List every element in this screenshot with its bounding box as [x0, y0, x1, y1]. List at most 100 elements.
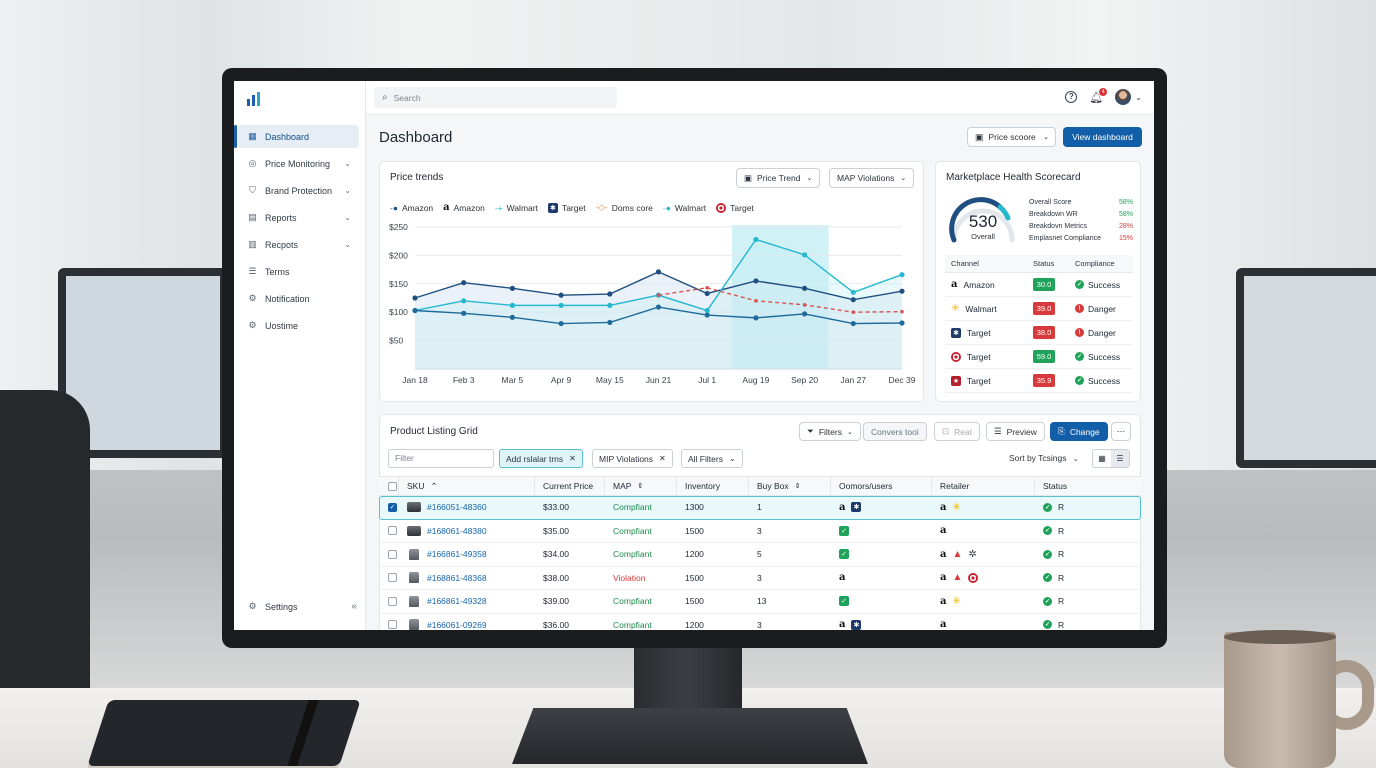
convers-tool-button[interactable]: Convers tooi	[863, 422, 927, 441]
sidebar-item-dashboard[interactable]: ▦ Dashboard	[234, 125, 359, 148]
change-button[interactable]: ⎘ Change	[1050, 422, 1108, 441]
column-header-label: Inventory	[685, 481, 720, 491]
walmart-icon: ✳	[952, 595, 961, 607]
price-cell: $36.00	[543, 619, 569, 630]
table-row[interactable]: #166061-09269 $36.00 Compfiant 1200 3 a ✱…	[379, 614, 1141, 630]
status-badge: 39.0	[1033, 302, 1055, 315]
channel-table-header: Channel Status Compliance	[945, 255, 1133, 273]
column-header-price[interactable]: Current Price	[535, 477, 605, 495]
sidebar-item-uostime[interactable]: ⚙ Uostime	[237, 314, 359, 337]
table-row[interactable]: #168061-48380 $35.00 Compfiant 1500 3 ✓ …	[379, 520, 1141, 543]
sidebar-item-terms[interactable]: ☰ Terms	[237, 260, 359, 283]
price-trend-dropdown[interactable]: ▣ Price Trend ⌄	[736, 168, 821, 188]
row-checkbox[interactable]	[388, 549, 397, 559]
overall-score-value: 530	[968, 212, 998, 231]
filter-chip[interactable]: Add rslalar trns ✕	[499, 449, 583, 468]
filters-dropdown[interactable]: ⏷ Filters ⌄	[799, 422, 861, 441]
column-header-map[interactable]: MAP ⇕	[605, 477, 677, 495]
column-header-retailer[interactable]: Retailer	[932, 477, 1035, 495]
sku-link[interactable]: #168861-48368	[427, 572, 487, 583]
sort-dropdown[interactable]: Sort by Tcsings ⌄	[1009, 453, 1079, 463]
close-icon[interactable]: ✕	[569, 454, 576, 463]
help-icon[interactable]: ?	[1065, 91, 1078, 103]
sku-link[interactable]: #168061-48380	[427, 525, 487, 536]
status-badge: 35.9	[1033, 374, 1055, 387]
channel-row[interactable]: Target 59.0 ✓ Success	[945, 345, 1133, 369]
sidebar-item-brand-protection[interactable]: ⛉ Brand Protection ⌄	[237, 179, 359, 202]
chevron-down-icon[interactable]: ⌄	[1135, 92, 1142, 102]
sku-link[interactable]: #166861-49358	[427, 549, 487, 560]
legend-item[interactable]: -● Amazon	[390, 202, 433, 213]
compliance-text: Success	[1088, 351, 1121, 362]
calendar-icon: ▣	[744, 172, 753, 183]
map-violations-dropdown[interactable]: MAP Violations ⌄	[829, 168, 915, 188]
bell-icon[interactable]: 🔔︎ 4	[1089, 87, 1108, 104]
column-header-label: MAP	[613, 481, 632, 491]
row-checkbox[interactable]	[388, 573, 397, 583]
table-row[interactable]: #166861-49358 $34.00 Compfiant 1200 5 ✓ …	[379, 543, 1141, 567]
price-score-dropdown[interactable]: ▣ Price scoore ⌄	[967, 127, 1056, 147]
legend-item[interactable]: a Amazon	[443, 202, 485, 213]
filter-input[interactable]: Filter	[388, 449, 494, 468]
table-row[interactable]: #166861-49328 $39.00 Compfiant 1500 13 ✓…	[379, 590, 1141, 614]
sidebar-settings[interactable]: ⚙ Settings «	[247, 601, 357, 612]
search-input[interactable]: ⌕ Search	[374, 87, 617, 108]
view-dashboard-button[interactable]: View dashboard	[1063, 127, 1142, 147]
metric-row: Overall Score 58%	[1029, 196, 1133, 208]
legend-item[interactable]: -+ Walmart	[495, 202, 538, 213]
legend-item[interactable]: Target	[716, 202, 754, 213]
more-options-icon[interactable]: ⋯	[1111, 422, 1131, 441]
target-icon	[716, 202, 727, 213]
data-point	[607, 291, 613, 297]
column-header-inventory[interactable]: Inventory	[677, 477, 749, 495]
collapse-sidebar-icon[interactable]: «	[351, 601, 357, 612]
row-checkbox[interactable]	[388, 596, 397, 606]
sidebar-item-reports[interactable]: ▤ Reports ⌄	[237, 206, 359, 229]
legend-item[interactable]: -● Walmart	[663, 202, 706, 213]
sku-link[interactable]: #166061-09269	[427, 619, 487, 630]
channel-row[interactable]: ✳ Walmart 39.0 ! Danger	[945, 297, 1133, 321]
close-icon[interactable]: ✕	[659, 454, 666, 463]
legend-item[interactable]: -◇- Doms core	[596, 202, 653, 213]
reset-button[interactable]: ⊡ Reat	[934, 422, 981, 441]
channel-row[interactable]: ★ Target 35.9 ✓ Success	[945, 369, 1133, 393]
column-header-status[interactable]: Status	[1035, 477, 1141, 495]
x-tick-label: Dec 39	[889, 375, 916, 385]
chevron-down-icon: ⌄	[344, 240, 351, 249]
grid-icon: ▦	[248, 131, 257, 141]
grid-view-icon[interactable]: ▦	[1098, 454, 1106, 463]
chip-label: MIP Violations	[599, 453, 654, 464]
column-header-buybox[interactable]: Buy Box ⇕	[749, 477, 831, 495]
column-header-owners[interactable]: Oomors/users	[831, 477, 932, 495]
sku-link[interactable]: #166861-49328	[427, 596, 487, 607]
data-point	[802, 311, 808, 317]
row-checkbox[interactable]	[388, 620, 397, 630]
sidebar-item-recpots[interactable]: ▥ Recpots ⌄	[237, 233, 359, 256]
row-checkbox[interactable]: ✓	[388, 502, 397, 512]
sidebar-item-price-monitoring[interactable]: ◎ Price Monitoring ⌄	[237, 152, 359, 175]
channel-row[interactable]: a Amazon 30.0 ✓ Success	[945, 273, 1133, 297]
price-trends-card: Price trends ▣ Price Trend ⌄ MAP Violati…	[379, 161, 924, 402]
inventory-cell: 1500	[685, 525, 704, 536]
line-dot-icon: -●	[662, 202, 671, 213]
legend-item[interactable]: ✱ Target	[547, 202, 586, 213]
data-point	[607, 319, 613, 326]
column-header-sku[interactable]: SKU ⌃	[399, 477, 535, 495]
data-point	[753, 315, 759, 321]
sidebar-item-notification[interactable]: ⚙ Notification	[237, 287, 359, 310]
product-table: SKU ⌃ Current Price MAP ⇕ Inventory Buy Bo…	[379, 476, 1141, 630]
table-row[interactable]: #168861-48368 $38.00 Violation 1500 3 a …	[379, 567, 1141, 590]
filter-chip[interactable]: MIP Violations ✕	[592, 449, 673, 468]
all-filters-dropdown[interactable]: All Filters ⌄	[681, 449, 743, 468]
select-all-checkbox[interactable]	[388, 481, 397, 491]
amazon-icon: a	[839, 572, 846, 584]
list-view-icon[interactable]: ☰	[1111, 450, 1129, 467]
avatar[interactable]	[1115, 89, 1132, 105]
channel-row[interactable]: ✱ Target 38.0 ! Danger	[945, 321, 1133, 345]
price-trend-label: Price Trend	[757, 173, 801, 183]
map-violations-label: MAP Violations	[837, 173, 895, 183]
row-checkbox[interactable]	[388, 526, 397, 536]
preview-button[interactable]: ☰ Preview	[986, 422, 1045, 441]
sku-link[interactable]: #166051-48360	[427, 502, 487, 513]
table-row[interactable]: ✓ #166051-48360 $33.00 Compfiant 1300 1 …	[379, 496, 1141, 520]
